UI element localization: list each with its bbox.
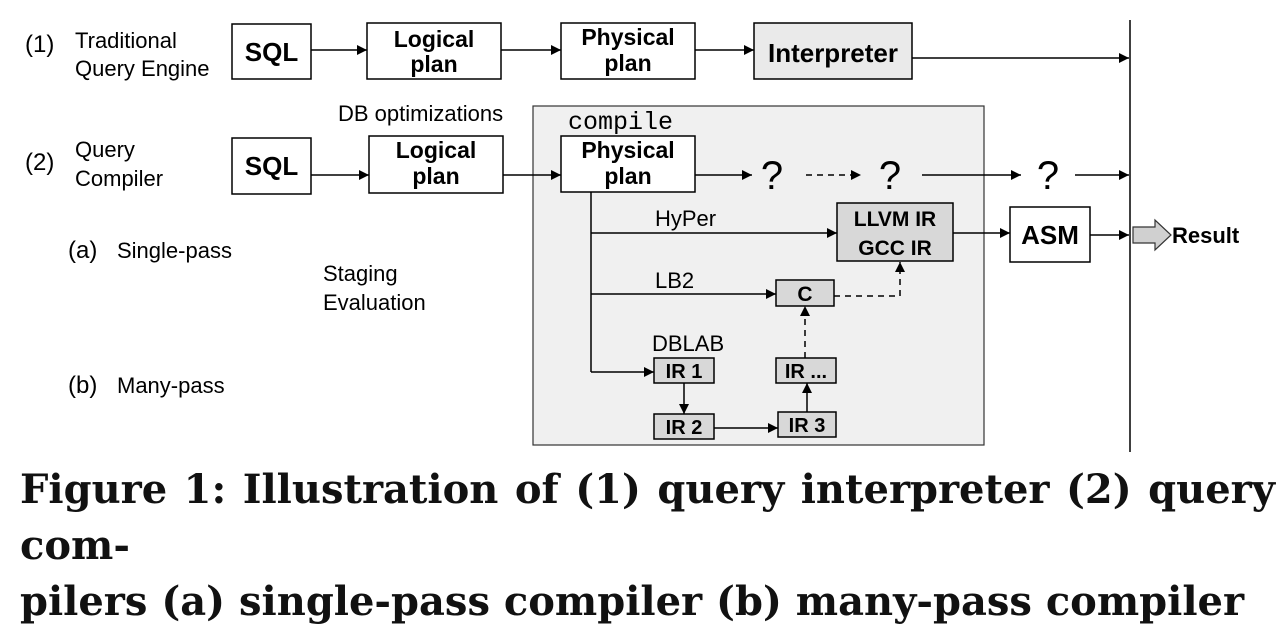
ir1-text: IR 1 bbox=[666, 361, 703, 383]
row2-number: (2) bbox=[25, 149, 54, 176]
gcc-ir-text: GCC IR bbox=[858, 237, 932, 260]
question-mark-1: ? bbox=[761, 154, 783, 198]
single-pass-number: (a) bbox=[68, 237, 97, 264]
lb2-path-label: LB2 bbox=[655, 268, 694, 293]
ir2-box bbox=[653, 413, 715, 440]
row2-physical-text1: Physical bbox=[581, 137, 674, 163]
row1-sql-box bbox=[231, 23, 312, 80]
row1-physical-text2: plan bbox=[604, 50, 651, 76]
row1-interpreter-text: Interpreter bbox=[768, 38, 898, 68]
row2-label-line1: Query bbox=[75, 137, 135, 162]
c-to-llvm-dashed-arrow bbox=[834, 262, 905, 297]
row2-logical-text2: plan bbox=[412, 163, 459, 189]
dblab-path-label: DBLAB bbox=[652, 331, 724, 356]
result-text: Result bbox=[1172, 223, 1240, 248]
ir-more-box bbox=[775, 357, 837, 384]
staging-label-line2: Evaluation bbox=[323, 290, 426, 315]
ir3-text: IR 3 bbox=[789, 415, 826, 437]
question-mark-3: ? bbox=[1037, 154, 1059, 198]
row2-sql-text: SQL bbox=[245, 151, 299, 181]
row1-logical-text1: Logical bbox=[394, 26, 475, 52]
caption-line-1: Figure 1: Illustration of (1) query inte… bbox=[20, 466, 1275, 569]
row1-interpreter-box bbox=[753, 22, 913, 80]
ir2-text: IR 2 bbox=[666, 417, 703, 439]
question-mark-2: ? bbox=[879, 154, 901, 198]
db-optimizations-label: DB optimizations bbox=[338, 101, 503, 126]
row2-physical-box bbox=[560, 135, 696, 193]
row1-physical-box bbox=[560, 22, 696, 80]
row2-sql-box bbox=[231, 137, 312, 195]
staging-label-line1: Staging bbox=[323, 261, 398, 286]
single-pass-label: Single-pass bbox=[117, 238, 232, 263]
row2-physical-text2: plan bbox=[604, 163, 651, 189]
row1-logical-text2: plan bbox=[410, 51, 457, 77]
row1-logical-box bbox=[366, 22, 502, 80]
row1-label-line2: Query Engine bbox=[75, 56, 210, 81]
row1-label-line1: Traditional bbox=[75, 28, 177, 53]
ir3-box bbox=[777, 411, 837, 438]
row2-label-line2: Compiler bbox=[75, 166, 163, 191]
ir-more-text: IR ... bbox=[785, 361, 827, 383]
many-pass-number: (b) bbox=[68, 372, 97, 399]
llvm-ir-text: LLVM IR bbox=[854, 208, 936, 231]
caption-line-2: pilers (a) single-pass compiler (b) many… bbox=[20, 578, 1245, 625]
figure-caption: Figure 1: Illustration of (1) query inte… bbox=[20, 462, 1275, 630]
compile-label: compile bbox=[568, 108, 673, 137]
result-arrow-icon bbox=[1132, 218, 1172, 252]
ir1-box bbox=[653, 357, 715, 384]
query-engine-diagram: (1) Traditional Query Engine SQL Logical… bbox=[25, 20, 1240, 452]
row2-logical-box bbox=[368, 135, 504, 194]
llvm-gcc-box bbox=[836, 202, 954, 262]
asm-text: ASM bbox=[1021, 220, 1079, 250]
hyper-path-label: HyPer bbox=[655, 206, 716, 231]
c-text: C bbox=[797, 283, 812, 306]
row1-number: (1) bbox=[25, 31, 54, 58]
many-pass-label: Many-pass bbox=[117, 373, 225, 398]
row1-physical-text1: Physical bbox=[581, 24, 674, 50]
row2-logical-text1: Logical bbox=[396, 137, 477, 163]
row1-sql-text: SQL bbox=[245, 37, 299, 67]
